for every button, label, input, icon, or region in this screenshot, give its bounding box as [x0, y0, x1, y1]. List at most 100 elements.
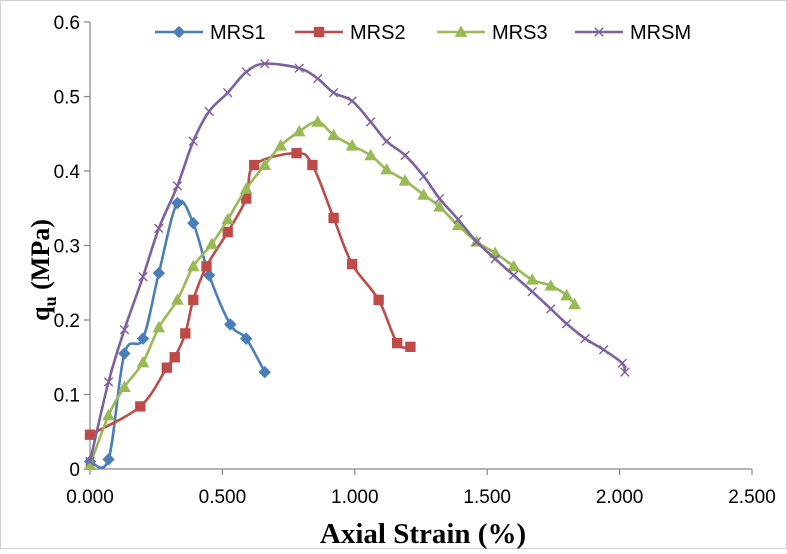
x-tick-label: 2.000: [596, 487, 644, 508]
y-tick-label: 0.3: [54, 237, 80, 258]
series-mrs3-point: [568, 297, 581, 310]
series-mrs2-point: [222, 226, 233, 238]
legend: MRS1 MRS2 MRS3 MRSM: [155, 22, 691, 44]
series-mrs3-point: [239, 182, 253, 194]
series-mrsm-point: [119, 324, 130, 335]
series-mrs1-point: [258, 365, 271, 379]
series-mrs3-point: [292, 124, 306, 137]
series-mrs2: [84, 147, 416, 440]
y-tick-label: 0: [69, 460, 80, 481]
series-mrsm-point: [598, 345, 609, 355]
series-mrs3-point: [398, 174, 412, 186]
legend-label-mrs2: MRS2: [350, 22, 406, 44]
y-axis-title: qu (MPa): [26, 219, 60, 321]
series-mrsm-point: [138, 272, 148, 282]
series-mrs3-point: [560, 288, 573, 301]
series-mrs2-point: [328, 212, 339, 224]
series-mrs2-point: [307, 159, 318, 171]
y-tick-label: 0.1: [54, 386, 80, 407]
series-group: [83, 58, 630, 471]
series-mrs3-point: [544, 279, 558, 291]
series-mrs3-point: [451, 218, 465, 231]
legend-label-mrs1: MRS1: [210, 22, 266, 44]
series-mrsm-point: [508, 270, 519, 281]
y-tick-label: 0.4: [54, 162, 81, 183]
series-mrs2-point: [391, 337, 403, 349]
series-mrs2-point: [188, 294, 199, 306]
series-mrs2-point: [291, 147, 302, 159]
y-axis-title-subscript: u: [40, 296, 60, 306]
series-mrsm-point: [617, 358, 627, 368]
series-mrs3-point: [507, 259, 521, 272]
legend-mrs1-point: [172, 25, 186, 39]
series-mrs2-point: [346, 258, 358, 270]
series-mrs3-point: [102, 408, 115, 421]
series-mrs1-point: [102, 453, 115, 466]
series-mrsm-point: [381, 136, 392, 146]
series-mrs3-point: [525, 273, 539, 285]
series-mrsm-point: [172, 181, 183, 191]
series-mrsm-point: [434, 193, 445, 204]
series-mrs3-point: [221, 212, 235, 225]
series-mrsm-point: [580, 333, 590, 344]
series-mrsm-point: [204, 106, 214, 117]
series-mrs3-point: [205, 237, 219, 249]
y-axis-title-units: (MPa): [26, 219, 55, 296]
series-mrs3-point: [417, 188, 430, 200]
series-mrs3-point: [380, 162, 393, 175]
series-mrsm-point: [365, 117, 376, 127]
legend-item-mrs1: MRS1: [155, 22, 266, 44]
series-mrs2-point: [161, 362, 172, 373]
series-mrs3-point: [136, 355, 150, 368]
series-mrsm-point: [561, 318, 572, 329]
series-mrs3-point: [171, 293, 184, 305]
series-mrs2-point: [180, 328, 191, 339]
series-mrs1-point: [152, 266, 166, 280]
series-mrsm-point: [294, 63, 304, 73]
series-mrsm-point: [328, 88, 339, 98]
series-mrsm-point: [347, 96, 357, 106]
series-mrs3-point: [258, 158, 272, 170]
series-mrs3-point: [186, 259, 200, 272]
series-mrsm-point: [527, 286, 537, 297]
series-mrsm-point: [312, 73, 323, 84]
series-mrsm-point: [453, 214, 463, 225]
x-tick-label: 0.000: [66, 487, 114, 508]
series-mrs2-point: [249, 159, 260, 171]
series-mrsm-point: [490, 254, 500, 264]
series-mrsm: [85, 58, 630, 467]
series-mrsm-point: [154, 223, 164, 234]
series-mrs1-point: [187, 216, 200, 230]
series-mrs2-point: [135, 401, 146, 412]
legend-label-mrs3: MRS3: [492, 22, 548, 44]
series-mrs3-point: [311, 115, 325, 127]
series-mrsm-point: [85, 456, 95, 467]
series-mrs3-point: [345, 139, 359, 151]
series-mrs1-point: [171, 196, 184, 210]
x-tick-label: 1.500: [463, 487, 511, 508]
series-mrs3-point: [274, 139, 288, 151]
series-mrs1-point: [224, 318, 237, 331]
series-mrs1-point: [136, 332, 150, 345]
legend-item-mrsm: MRSM: [575, 22, 691, 44]
x-tick-label: 0.500: [199, 487, 247, 508]
legend-label-mrsm: MRSM: [630, 22, 691, 44]
series-mrs3-point: [152, 320, 166, 333]
series-mrs2-point: [405, 341, 416, 352]
series-mrs3-point: [327, 128, 340, 141]
legend-item-mrs3: MRS3: [437, 22, 548, 44]
series-mrsm-point: [471, 237, 482, 247]
series-mrsm-point: [400, 150, 410, 161]
series-mrs3-point: [364, 148, 378, 161]
axes: 0 0.1 0.2 0.3 0.4 0.5 0.6 0.000 0.500 1.000 1.500 2…: [54, 13, 776, 508]
y-axis-title-main: q: [26, 306, 55, 321]
series-mrsm-point: [241, 67, 251, 77]
legend-mrs2-point: [313, 26, 325, 38]
series-mrsm-point: [103, 377, 114, 387]
series-mrs2-point: [201, 261, 212, 272]
y-tick-label: 0.6: [54, 13, 80, 34]
series-mrs2-point: [169, 352, 180, 363]
